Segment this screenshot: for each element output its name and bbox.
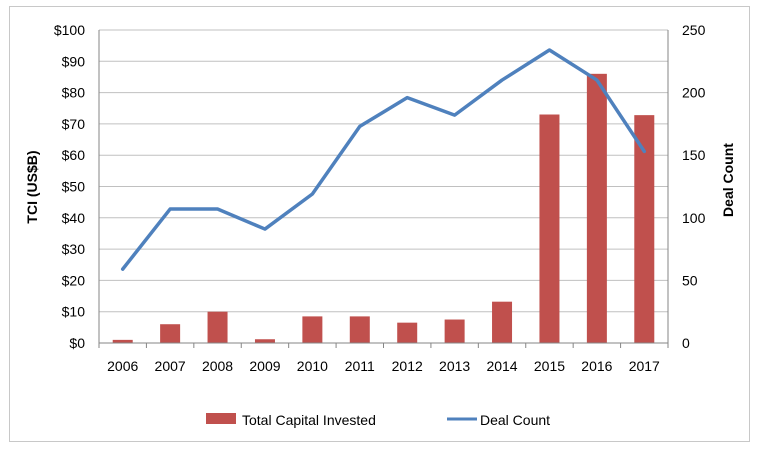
left-tick-label: $80 [62, 85, 86, 101]
gridlines [99, 29, 668, 344]
right-tick-label: 150 [682, 147, 706, 163]
left-tick-label: $90 [62, 53, 86, 69]
left-tick-label: $30 [62, 241, 86, 257]
left-tick-label: $50 [62, 179, 86, 195]
right-tick-label: 250 [682, 22, 706, 38]
axes [98, 30, 669, 348]
x-tick-label: 2010 [297, 358, 328, 374]
line-series [120, 48, 647, 271]
bar-2007 [160, 324, 181, 343]
bar-2016 [586, 73, 607, 343]
bar-2011 [349, 316, 370, 343]
left-tick-label: $60 [62, 147, 86, 163]
x-tick-label: 2017 [629, 358, 660, 374]
right-axis-title: Deal Count [720, 143, 736, 217]
x-tick-label: 2013 [439, 358, 470, 374]
x-tick-label: 2009 [249, 358, 280, 374]
right-axis-ticks: 0 50 100 150 200 250 [682, 22, 706, 351]
x-tick-label: 2016 [581, 358, 612, 374]
left-tick-label: $40 [62, 210, 86, 226]
legend-label-line: Deal Count [480, 412, 550, 428]
bar-2008 [207, 311, 228, 343]
bar-series [112, 73, 655, 343]
left-tick-label: $10 [62, 304, 86, 320]
x-axis-ticks: 2006 2007 2008 2009 2010 2011 2012 2013 2014 2015… [107, 358, 660, 374]
x-tick-label: 2006 [107, 358, 138, 374]
x-tick-label: 2007 [155, 358, 186, 374]
legend-label-bar: Total Capital Invested [242, 412, 376, 428]
x-tick-label: 2014 [486, 358, 517, 374]
x-tick-label: 2015 [534, 358, 565, 374]
x-tick-label: 2012 [392, 358, 423, 374]
right-tick-label: 200 [682, 85, 706, 101]
bar-2006 [112, 339, 133, 343]
deal-count-line [120, 48, 647, 271]
bar-2010 [302, 316, 323, 343]
bar-2012 [397, 322, 418, 343]
right-tick-label: 50 [682, 272, 698, 288]
bar-2017 [634, 115, 655, 343]
bar-2014 [492, 301, 513, 343]
left-tick-label: $20 [62, 272, 86, 288]
legend: Total Capital Invested Deal Count [206, 412, 550, 428]
bar-2009 [254, 339, 275, 343]
right-tick-label: 100 [682, 210, 706, 226]
left-tick-label: $70 [62, 116, 86, 132]
x-tick-label: 2011 [345, 358, 375, 374]
legend-swatch-bar [206, 413, 236, 424]
bar-2015 [539, 114, 560, 343]
chart-frame [9, 6, 750, 442]
left-tick-label: $100 [54, 22, 85, 38]
left-tick-label: $0 [69, 335, 85, 351]
left-axis-title: TCI (US$B) [24, 150, 40, 223]
bar-2013 [444, 319, 465, 343]
x-tick-label: 2008 [202, 358, 233, 374]
left-axis-ticks: $0 $10 $20 $30 $40 $50 $60 $70 $80 $90 $100 [54, 22, 85, 351]
right-tick-label: 0 [682, 335, 690, 351]
